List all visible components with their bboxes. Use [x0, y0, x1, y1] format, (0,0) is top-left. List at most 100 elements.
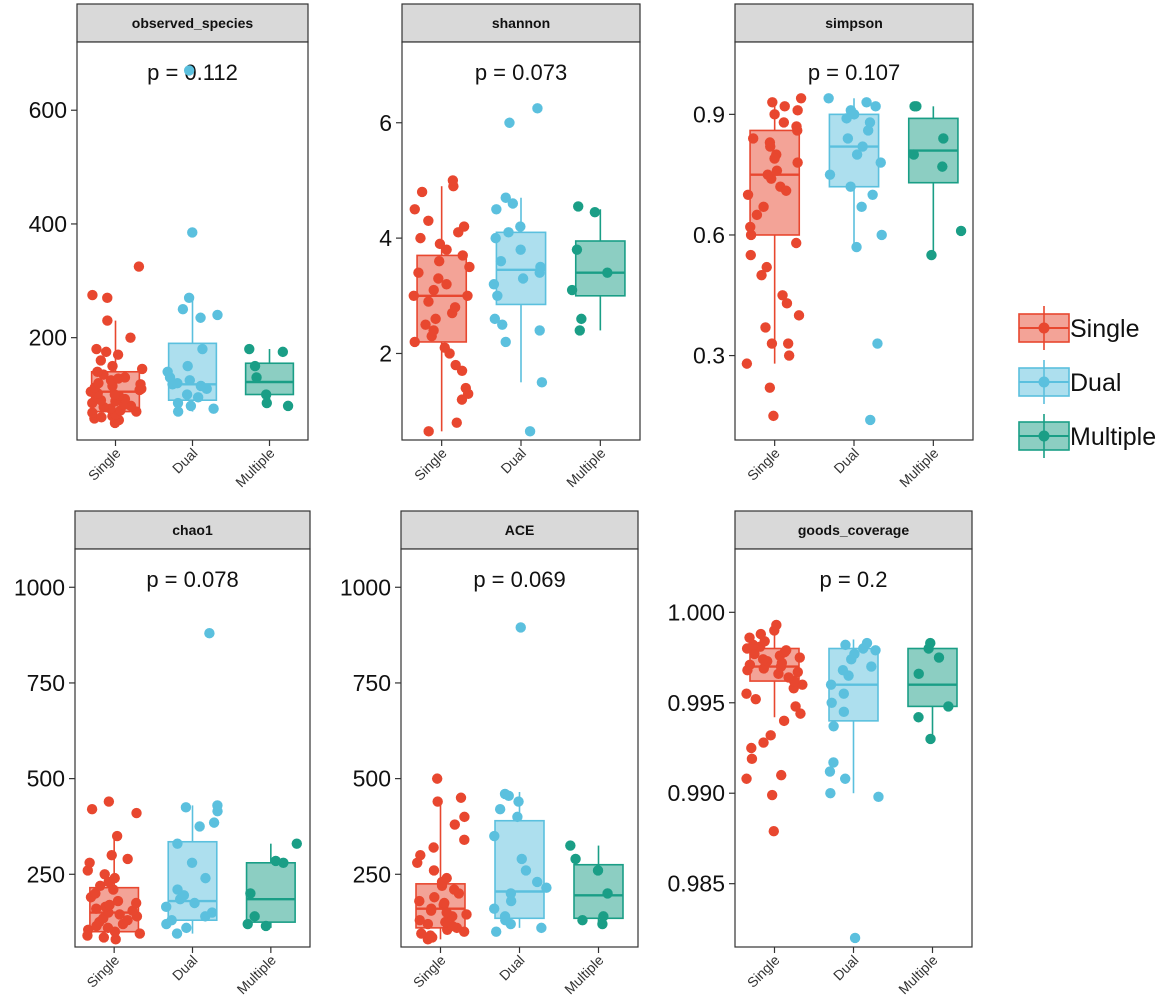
data-point — [840, 639, 851, 651]
data-point — [172, 397, 184, 409]
y-tick-label: 250 — [353, 861, 391, 887]
data-point — [741, 773, 752, 784]
data-point — [598, 911, 609, 922]
data-point — [162, 366, 173, 377]
data-point — [750, 693, 761, 705]
data-point — [488, 279, 500, 290]
y-tick-label: 1.000 — [667, 599, 725, 625]
data-point — [861, 637, 873, 649]
data-point — [573, 201, 584, 212]
data-point — [757, 654, 769, 665]
y-tick-label: 600 — [29, 97, 67, 123]
data-point — [744, 659, 756, 670]
legend-key-point — [1038, 376, 1050, 388]
data-point — [824, 766, 836, 777]
data-point — [83, 924, 94, 935]
data-point — [408, 290, 419, 301]
data-point — [762, 169, 773, 180]
data-point — [433, 273, 444, 284]
data-point — [131, 807, 142, 819]
p-value-annotation: p = 0.2 — [820, 567, 888, 592]
y-tick-label: 750 — [353, 670, 391, 696]
x-tick-label: Single — [411, 445, 450, 484]
data-point — [416, 186, 428, 198]
data-point — [431, 773, 443, 784]
data-point — [504, 117, 515, 128]
panel-title: ACE — [505, 522, 535, 538]
box-multiple — [574, 240, 626, 297]
data-point — [783, 672, 794, 683]
y-tick-label: 0.995 — [667, 690, 725, 716]
data-point — [532, 103, 543, 114]
x-tick-label: Dual — [497, 445, 529, 477]
data-point — [189, 897, 200, 909]
data-point — [430, 313, 441, 325]
data-point — [455, 792, 467, 803]
legend-label: Single — [1070, 315, 1140, 343]
data-point — [249, 911, 260, 922]
data-point — [776, 769, 787, 781]
p-value-annotation: p = 0.073 — [475, 60, 567, 85]
data-point — [136, 363, 148, 375]
data-point — [766, 338, 778, 349]
data-point — [541, 882, 552, 893]
y-tick-label: 0.3 — [693, 343, 725, 369]
p-value-annotation: p = 0.069 — [473, 567, 565, 592]
data-point — [122, 853, 133, 865]
data-point — [492, 290, 503, 301]
data-point — [186, 857, 198, 869]
data-point — [861, 97, 872, 108]
data-point — [577, 915, 588, 926]
data-point — [106, 849, 117, 861]
data-point — [503, 227, 514, 238]
data-point — [778, 117, 790, 128]
x-tick-label: Single — [410, 952, 449, 991]
x-tick-label: Single — [744, 952, 783, 991]
data-point — [447, 175, 459, 186]
data-point — [755, 628, 766, 640]
data-point — [943, 701, 954, 712]
data-point — [277, 346, 289, 358]
data-point — [778, 715, 790, 727]
legend-item-single: Single — [1018, 306, 1140, 350]
data-point — [104, 899, 115, 911]
data-point — [441, 872, 452, 884]
panel-goods-coverage: goods_coverage 0.985 0.990 0.995 1.000 p = 0.… — [667, 510, 973, 997]
data-point — [423, 426, 434, 437]
data-point — [99, 869, 110, 880]
data-point — [745, 221, 756, 233]
data-point — [242, 918, 253, 930]
data-point — [181, 389, 193, 400]
data-point — [102, 922, 114, 934]
data-point — [208, 403, 219, 414]
data-point — [520, 865, 532, 876]
data-point — [771, 165, 783, 176]
y-tick-label: 1000 — [340, 574, 391, 600]
data-point — [108, 884, 119, 895]
data-point — [875, 157, 886, 168]
data-point — [440, 916, 451, 928]
data-point — [103, 796, 115, 807]
data-point — [119, 372, 131, 383]
panel-title: observed_species — [132, 15, 254, 31]
data-point — [450, 359, 461, 371]
data-point — [100, 346, 112, 358]
data-point — [795, 93, 807, 104]
data-point — [505, 895, 517, 907]
data-point — [206, 907, 218, 918]
data-point — [95, 355, 107, 366]
data-point — [845, 105, 857, 116]
data-point — [872, 338, 883, 349]
data-point — [133, 261, 145, 272]
data-point — [439, 342, 450, 353]
x-tick-label: Dual — [830, 952, 862, 984]
data-point — [870, 645, 881, 656]
data-point — [771, 619, 782, 631]
data-point — [497, 319, 508, 330]
y-tick-label: 4 — [379, 225, 392, 251]
data-point — [414, 895, 425, 907]
data-point — [245, 888, 256, 899]
data-point — [781, 298, 793, 309]
data-point — [565, 840, 576, 851]
